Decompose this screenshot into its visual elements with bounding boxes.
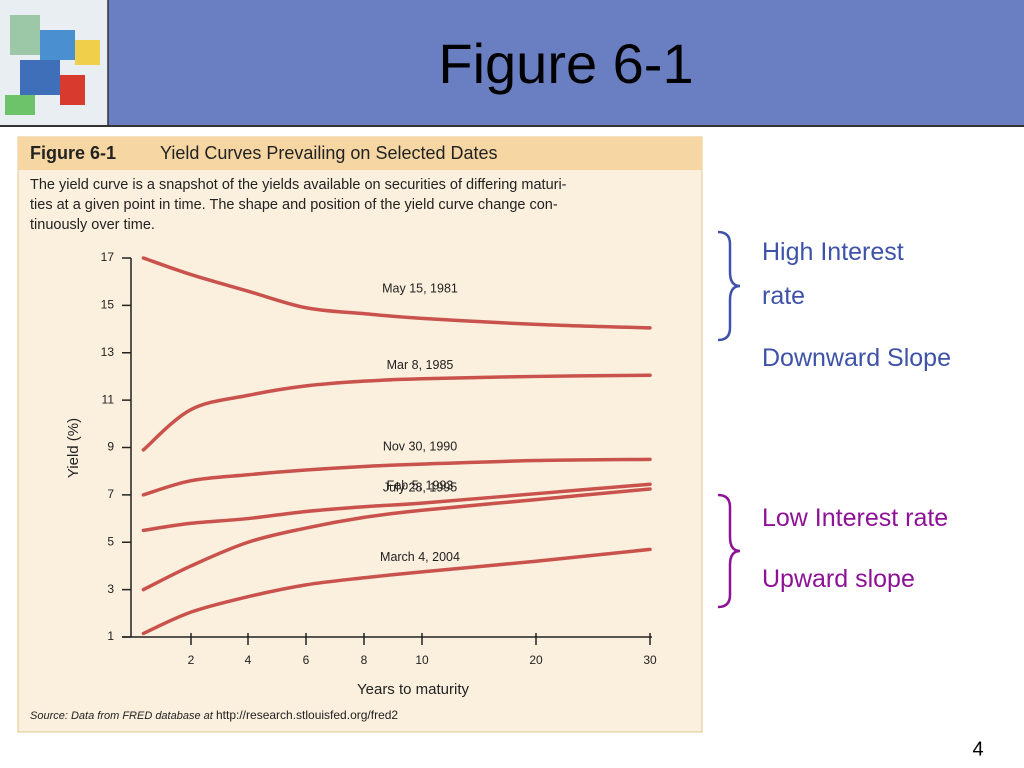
header-band bbox=[108, 0, 1024, 125]
y-tick-label: 13 bbox=[101, 345, 115, 359]
source-url: http://research.stlouisfed.org/fred2 bbox=[216, 708, 398, 722]
curve-label: March 4, 2004 bbox=[380, 550, 460, 564]
yield-curve bbox=[141, 487, 652, 592]
x-tick-label: 4 bbox=[245, 653, 252, 667]
figure-label: Figure 6-1 bbox=[30, 143, 116, 163]
yield-curve bbox=[141, 256, 652, 330]
note: Upward slope bbox=[762, 565, 915, 593]
figure-description: The yield curve is a snapshot of the yie… bbox=[30, 177, 567, 193]
yield-curve bbox=[141, 482, 652, 533]
curve-label: Nov 30, 1990 bbox=[383, 439, 457, 453]
y-tick-label: 15 bbox=[101, 298, 115, 312]
y-tick-label: 9 bbox=[107, 440, 114, 454]
curve-label: Feb 5, 1993 bbox=[387, 479, 454, 493]
curve-label: July 28, 1995 bbox=[383, 480, 457, 494]
x-tick-label: 20 bbox=[529, 653, 543, 667]
yield-curve bbox=[141, 373, 652, 452]
note: High Interest rate bbox=[762, 238, 904, 310]
x-axis-label: Years to maturity bbox=[357, 681, 469, 698]
x-tick-label: 6 bbox=[303, 653, 310, 667]
y-axis-label: Yield (%) bbox=[65, 418, 82, 478]
figure-description: tinuously over time. bbox=[30, 217, 155, 233]
brace bbox=[717, 493, 741, 609]
brace bbox=[717, 230, 741, 342]
yield-curve bbox=[141, 547, 652, 636]
x-tick-label: 30 bbox=[643, 653, 657, 667]
y-tick-label: 3 bbox=[107, 582, 114, 596]
x-tick-label: 2 bbox=[188, 653, 195, 667]
slide-title: Figure 6-1 bbox=[438, 32, 693, 95]
y-tick-label: 17 bbox=[101, 250, 115, 264]
page-number: 4 bbox=[972, 738, 983, 760]
source-label: Source: Data from FRED database at bbox=[30, 710, 214, 722]
note: Downward Slope bbox=[762, 344, 951, 372]
figure-description: ties at a given point in time. The shape… bbox=[30, 197, 558, 213]
y-tick-label: 7 bbox=[107, 487, 114, 501]
note: Low Interest rate bbox=[762, 504, 949, 532]
decor-image bbox=[0, 0, 108, 125]
figure-caption: Yield Curves Prevailing on Selected Date… bbox=[160, 143, 498, 163]
x-tick-label: 8 bbox=[361, 653, 368, 667]
figure-header bbox=[18, 137, 702, 170]
y-tick-label: 11 bbox=[102, 392, 115, 406]
yield-curve bbox=[141, 457, 652, 497]
x-tick-label: 10 bbox=[415, 653, 429, 667]
y-tick-label: 1 bbox=[107, 629, 114, 643]
figure-panel bbox=[17, 136, 703, 733]
curve-label: May 15, 1981 bbox=[382, 282, 458, 296]
y-tick-label: 5 bbox=[107, 534, 114, 548]
curve-label: Mar 8, 1985 bbox=[387, 358, 454, 372]
